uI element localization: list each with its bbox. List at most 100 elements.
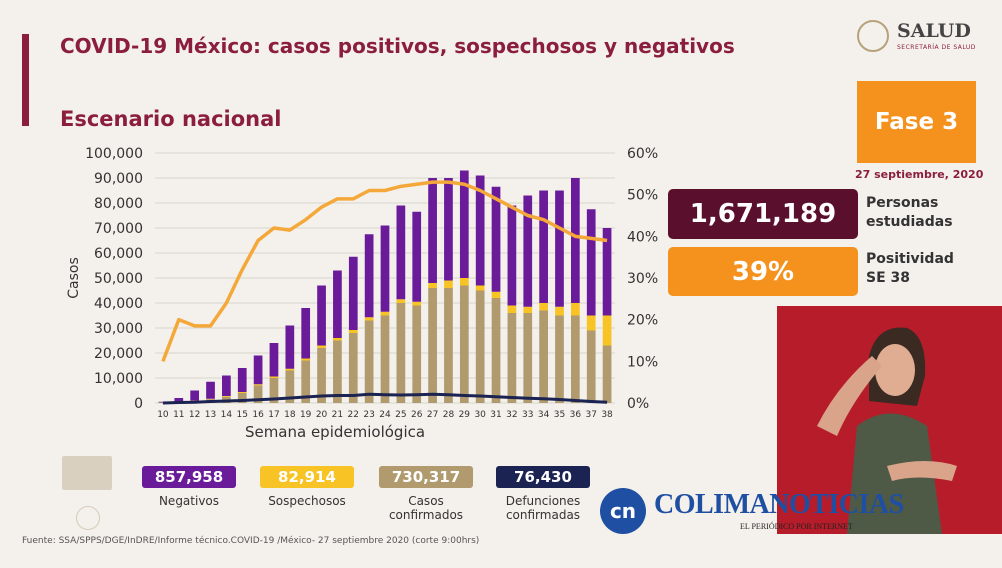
page-subtitle: Escenario nacional (60, 107, 282, 131)
bar-segment (507, 313, 517, 403)
bar-segment (459, 278, 469, 286)
y2-tick-label: 0% (627, 396, 649, 412)
y2-tick-label: 30% (627, 271, 658, 287)
x-tick-label: 27 (427, 410, 438, 420)
bar-segment (237, 368, 247, 392)
bar-segment (444, 280, 453, 288)
x-tick-label: 31 (490, 410, 501, 420)
bar-segment (206, 398, 215, 400)
seal-small-icon (76, 506, 100, 530)
bar-segment (380, 225, 390, 312)
summary-label-line1: Negativos (158, 494, 220, 508)
page-title: COVID-19 México: casos positivos, sospec… (60, 34, 735, 58)
x-tick-label: 19 (300, 410, 312, 420)
x-tick-label: 12 (189, 410, 200, 420)
bar-segment (586, 209, 596, 316)
bar-segment (364, 320, 374, 403)
summary-value: 730,317 (379, 466, 473, 488)
bar-segment (269, 376, 279, 378)
y-tick-label: 0 (134, 396, 143, 412)
bar-segment (491, 186, 501, 292)
bar-segment (253, 385, 263, 403)
summary-label: Sospechosos (250, 494, 364, 508)
x-tick-label: 10 (157, 410, 169, 420)
colimanoticias-watermark: cn COLIMANOTICIAS EL PERIÓDICO POR INTER… (600, 486, 950, 536)
people-studied-label-2: estudiadas (866, 214, 953, 230)
x-tick-label: 36 (570, 410, 582, 420)
sign-language-interpreter (777, 306, 1002, 534)
bar-segment (586, 315, 596, 331)
summary-label-line2: confirmados (388, 508, 464, 522)
people-studied-label-1: Personas (866, 195, 939, 211)
bar-segment (444, 178, 453, 281)
x-tick-label: 35 (554, 410, 565, 420)
bar-segment (523, 313, 533, 403)
bar-segment (222, 375, 231, 396)
x-tick-label: 20 (316, 410, 328, 420)
bar-segment (380, 315, 390, 403)
bar-segment (507, 205, 517, 306)
bar-segment (428, 178, 437, 283)
y2-tick-label: 10% (627, 354, 658, 370)
summary-label-line1: Defunciones (505, 494, 581, 508)
x-tick-label: 38 (601, 410, 613, 420)
bar-segment (333, 338, 342, 341)
salud-logo: SALUD SECRETARÍA DE SALUD (857, 18, 977, 58)
x-tick-label: 30 (474, 410, 486, 420)
x-tick-label: 26 (411, 410, 423, 420)
x-tick-label: 37 (585, 410, 596, 420)
x-tick-label: 22 (348, 410, 359, 420)
bar-segment (475, 285, 485, 291)
bar-segment (396, 303, 406, 403)
x-axis-label: Semana epidemiológica (245, 423, 425, 441)
bar-segment (237, 393, 247, 403)
watermark-tagline: EL PERIÓDICO POR INTERNET (740, 522, 853, 531)
partner-logo (62, 456, 112, 490)
bar-segment (317, 285, 326, 346)
y-tick-label: 80,000 (94, 196, 143, 212)
bar-segment (396, 299, 406, 303)
y-tick-label: 90,000 (94, 171, 143, 187)
bar-segment (206, 381, 215, 399)
bar-segment (348, 256, 358, 330)
series-line (162, 392, 608, 405)
watermark-name: COLIMANOTICIAS (654, 489, 904, 520)
bar-segment (380, 311, 390, 316)
bar-segment (570, 303, 580, 316)
y2-tick-label: 40% (627, 229, 658, 245)
bar-segment (364, 317, 374, 321)
summary-label: Negativos (132, 494, 246, 508)
y2-tick-label: 20% (627, 313, 658, 329)
summary-value: 76,430 (496, 466, 590, 488)
x-tick-label: 24 (379, 410, 391, 420)
summary-label-line2: confirmadas (505, 508, 581, 522)
x-tick-label: 11 (173, 410, 184, 420)
x-tick-label: 28 (443, 410, 455, 420)
summary-value: 857,958 (142, 466, 236, 488)
x-tick-label: 16 (252, 410, 264, 420)
bar-segment (570, 315, 580, 403)
x-tick-label: 33 (522, 410, 533, 420)
y-tick-label: 20,000 (94, 346, 143, 362)
summary-value: 82,914 (260, 466, 354, 488)
bar-segment (555, 315, 564, 403)
y-tick-label: 30,000 (94, 321, 143, 337)
y2-tick-label: 50% (627, 188, 658, 204)
bar-segment (555, 306, 564, 316)
positivity-value: 39% (668, 247, 858, 296)
interpreter-figure-icon (777, 306, 1002, 534)
summary-label: Defunciones confirmadas (486, 494, 600, 522)
bar-segment (459, 285, 469, 403)
summary-label-line1: Sospechosos (268, 494, 346, 508)
bar-segment (444, 288, 453, 403)
x-tick-label: 25 (395, 410, 406, 420)
bar-segment (190, 390, 200, 401)
bar-segment (285, 325, 295, 369)
bar-segment (428, 283, 437, 288)
x-tick-label: 23 (363, 410, 374, 420)
source-footer: Fuente: SSA/SPPS/DGE/InDRE/Informe técni… (22, 536, 480, 546)
y-tick-label: 50,000 (94, 271, 143, 287)
x-tick-label: 14 (221, 410, 233, 420)
people-studied-value: 1,671,189 (668, 189, 858, 239)
